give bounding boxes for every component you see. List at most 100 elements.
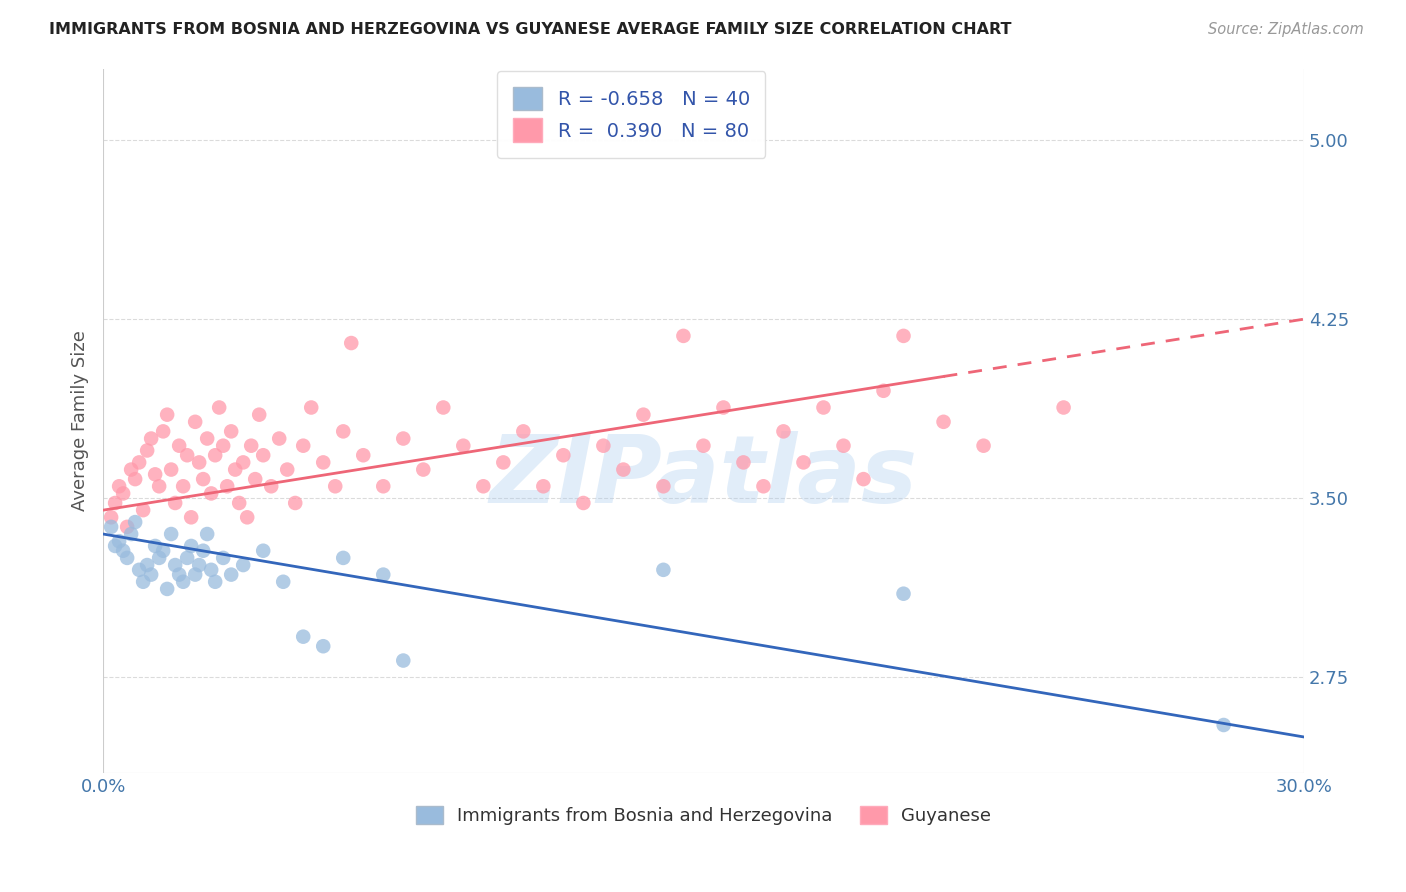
Legend: Immigrants from Bosnia and Herzegovina, Guyanese: Immigrants from Bosnia and Herzegovina, … xyxy=(406,797,1000,834)
Point xyxy=(219,425,242,439)
Point xyxy=(292,630,315,644)
Text: ZIPatlas: ZIPatlas xyxy=(489,431,918,523)
Point xyxy=(160,527,183,541)
Point xyxy=(156,582,179,596)
Point xyxy=(228,496,250,510)
Point xyxy=(132,574,155,589)
Point xyxy=(124,515,146,529)
Point xyxy=(141,432,163,446)
Point xyxy=(219,567,242,582)
Point xyxy=(813,401,835,415)
Point xyxy=(212,550,235,565)
Point xyxy=(772,425,794,439)
Point xyxy=(143,539,166,553)
Point xyxy=(232,558,254,572)
Point xyxy=(412,462,434,476)
Point xyxy=(672,329,695,343)
Point xyxy=(115,520,138,534)
Point xyxy=(165,558,187,572)
Point xyxy=(872,384,894,398)
Text: Source: ZipAtlas.com: Source: ZipAtlas.com xyxy=(1208,22,1364,37)
Point xyxy=(692,439,714,453)
Point xyxy=(373,567,395,582)
Point xyxy=(152,543,174,558)
Point xyxy=(195,432,218,446)
Point xyxy=(893,587,915,601)
Point xyxy=(184,415,207,429)
Point xyxy=(193,543,215,558)
Point xyxy=(299,401,322,415)
Point xyxy=(553,448,575,462)
Point xyxy=(332,425,354,439)
Point xyxy=(252,448,274,462)
Point xyxy=(432,401,454,415)
Point xyxy=(247,408,270,422)
Point xyxy=(276,462,298,476)
Point xyxy=(792,455,814,469)
Point xyxy=(172,574,194,589)
Point xyxy=(323,479,346,493)
Point xyxy=(172,479,194,493)
Point xyxy=(392,432,415,446)
Point xyxy=(204,448,226,462)
Point xyxy=(195,527,218,541)
Point xyxy=(156,408,179,422)
Point xyxy=(176,550,198,565)
Point xyxy=(136,558,159,572)
Y-axis label: Average Family Size: Average Family Size xyxy=(72,330,89,511)
Point xyxy=(245,472,267,486)
Point xyxy=(832,439,855,453)
Point xyxy=(312,639,335,653)
Point xyxy=(472,479,495,493)
Point xyxy=(108,534,131,549)
Point xyxy=(115,550,138,565)
Point xyxy=(152,425,174,439)
Point xyxy=(100,520,122,534)
Point xyxy=(176,448,198,462)
Point xyxy=(352,448,374,462)
Point xyxy=(733,455,755,469)
Point xyxy=(752,479,775,493)
Point xyxy=(104,539,127,553)
Point xyxy=(104,496,127,510)
Point xyxy=(124,472,146,486)
Point xyxy=(212,439,235,453)
Point xyxy=(184,567,207,582)
Point xyxy=(392,654,415,668)
Point xyxy=(292,439,315,453)
Point xyxy=(132,503,155,517)
Point xyxy=(453,439,475,453)
Point xyxy=(1052,401,1074,415)
Point xyxy=(128,563,150,577)
Point xyxy=(167,567,190,582)
Point xyxy=(193,472,215,486)
Point xyxy=(180,539,202,553)
Point xyxy=(148,479,170,493)
Point xyxy=(160,462,183,476)
Point xyxy=(188,558,211,572)
Point xyxy=(112,543,135,558)
Point xyxy=(512,425,534,439)
Point xyxy=(200,486,222,500)
Point xyxy=(232,455,254,469)
Point xyxy=(112,486,135,500)
Point xyxy=(852,472,875,486)
Point xyxy=(188,455,211,469)
Point xyxy=(973,439,995,453)
Point xyxy=(167,439,190,453)
Point xyxy=(120,462,142,476)
Point xyxy=(136,443,159,458)
Text: IMMIGRANTS FROM BOSNIA AND HERZEGOVINA VS GUYANESE AVERAGE FAMILY SIZE CORRELATI: IMMIGRANTS FROM BOSNIA AND HERZEGOVINA V… xyxy=(49,22,1012,37)
Point xyxy=(652,563,675,577)
Point xyxy=(893,329,915,343)
Point xyxy=(492,455,515,469)
Point xyxy=(120,527,142,541)
Point xyxy=(340,336,363,351)
Point xyxy=(260,479,283,493)
Point xyxy=(180,510,202,524)
Point xyxy=(592,439,614,453)
Point xyxy=(633,408,655,422)
Point xyxy=(373,479,395,493)
Point xyxy=(652,479,675,493)
Point xyxy=(269,432,291,446)
